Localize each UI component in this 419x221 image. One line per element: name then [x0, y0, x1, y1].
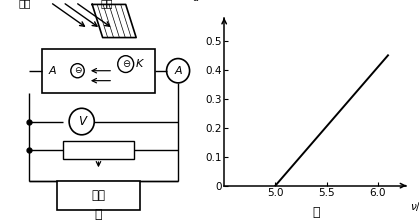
- Bar: [42, 49, 155, 93]
- Text: K: K: [136, 59, 143, 69]
- Text: $\nu$/10$^{14}$ Hz: $\nu$/10$^{14}$ Hz: [410, 199, 419, 214]
- Bar: [57, 181, 140, 210]
- Text: ⊖: ⊖: [122, 59, 130, 69]
- Text: A: A: [49, 66, 56, 76]
- Bar: [63, 141, 134, 159]
- Text: $U_{\mathrm{c}}$/V: $U_{\mathrm{c}}$/V: [184, 0, 210, 4]
- Text: 甲: 甲: [95, 208, 102, 221]
- Text: 窗口: 窗口: [101, 0, 113, 8]
- Text: 光束: 光束: [19, 0, 31, 8]
- Text: 电源: 电源: [91, 189, 106, 202]
- Text: A: A: [174, 66, 182, 76]
- Text: V: V: [78, 115, 86, 128]
- Text: 乙: 乙: [313, 206, 320, 219]
- Text: ⊖: ⊖: [74, 66, 81, 75]
